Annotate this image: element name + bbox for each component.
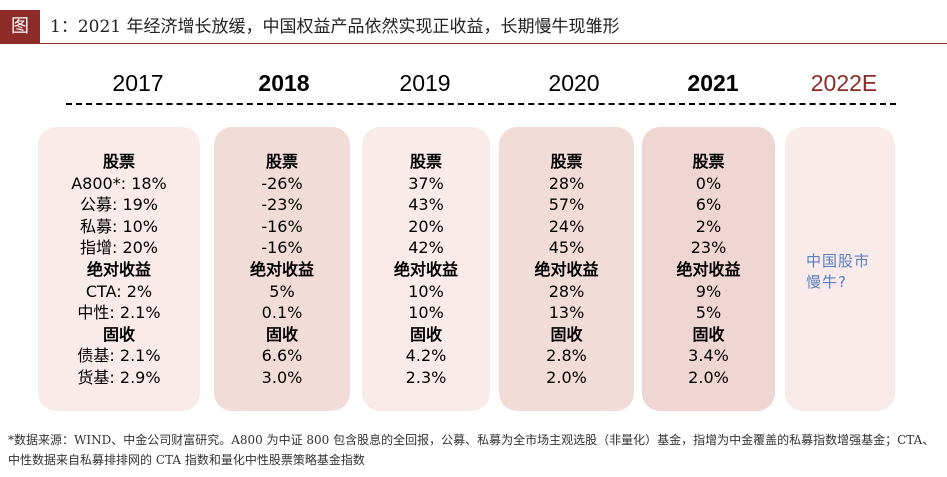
value-private-fund: 20% bbox=[408, 216, 444, 236]
value-money-fund: 2.0% bbox=[688, 367, 729, 387]
value-bond-fund: 2.8% bbox=[546, 346, 587, 366]
value-index-enhanced: 23% bbox=[690, 238, 727, 258]
section-stock-heading: 股票 bbox=[692, 152, 725, 171]
value-neutral: 5% bbox=[695, 303, 722, 323]
year-2019: 2019 bbox=[399, 70, 451, 96]
value-bond-fund: 6.6% bbox=[261, 346, 303, 366]
value-neutral: 13% bbox=[548, 303, 585, 323]
section-stock-heading: 股票 bbox=[409, 152, 442, 171]
value-bond-fund: 4.2% bbox=[405, 346, 447, 366]
year-2022e: 2022E bbox=[810, 70, 878, 96]
section-absolute-return-heading: 绝对收益 bbox=[249, 259, 314, 279]
value-bond-fund: 债基: 2.1% bbox=[77, 346, 161, 366]
year-2017: 2017 bbox=[112, 70, 164, 96]
value-index-enhanced: 指增: 20% bbox=[79, 238, 159, 258]
value-cta: 28% bbox=[548, 281, 585, 301]
section-absolute-return-heading: 绝对收益 bbox=[534, 259, 599, 279]
value-private-fund: 24% bbox=[548, 216, 585, 236]
value-neutral: 10% bbox=[408, 303, 444, 323]
value-index-enhanced: -16% bbox=[261, 238, 303, 258]
card-2017 bbox=[38, 127, 200, 411]
value-public-fund: 43% bbox=[408, 195, 444, 215]
value-a800: 0% bbox=[695, 173, 722, 193]
column-2018: 股票 -26% -23% -16% -16% 绝对收益 5% 0.1% 固收 6… bbox=[214, 151, 350, 389]
value-private-fund: -16% bbox=[261, 216, 303, 236]
section-stock-heading: 股票 bbox=[550, 152, 583, 171]
section-fixed-income-heading: 固收 bbox=[692, 324, 725, 344]
value-cta: 9% bbox=[695, 281, 722, 301]
value-neutral: 中性: 2.1% bbox=[77, 303, 161, 323]
column-2021: 股票 0% 6% 2% 23% 绝对收益 9% 5% 固收 3.4% 2.0% bbox=[642, 151, 775, 389]
section-absolute-return-heading: 绝对收益 bbox=[393, 259, 458, 279]
section-fixed-income-heading: 固收 bbox=[409, 324, 442, 344]
card-2019 bbox=[362, 127, 490, 411]
value-money-fund: 3.0% bbox=[261, 367, 303, 387]
header-rule bbox=[40, 43, 947, 44]
value-private-fund: 2% bbox=[695, 216, 722, 236]
value-cta: CTA: 2% bbox=[85, 281, 153, 301]
source-footnote: *数据来源：WIND、中金公司财富研究。A800 为中证 800 包含股息的全回… bbox=[8, 433, 935, 467]
value-money-fund: 2.0% bbox=[546, 367, 587, 387]
year-2020: 2020 bbox=[548, 70, 600, 96]
column-2017: 股票 A800*: 18% 公募: 19% 私募: 10% 指增: 20% 绝对… bbox=[38, 151, 200, 389]
column-2019: 股票 37% 43% 20% 42% 绝对收益 10% 10% 固收 4.2% … bbox=[362, 151, 490, 389]
value-bond-fund: 3.4% bbox=[688, 346, 729, 366]
figure-header: 图 1：2021 年经济增长放缓，中国权益产品依然实现正收益，长期慢牛现雏形 bbox=[0, 10, 947, 44]
timeline-dashed-line bbox=[66, 103, 896, 105]
value-a800: 37% bbox=[408, 173, 444, 193]
section-fixed-income-heading: 固收 bbox=[265, 324, 298, 344]
section-stock-heading: 股票 bbox=[102, 152, 135, 171]
value-private-fund: 私募: 10% bbox=[79, 216, 159, 236]
value-public-fund: -23% bbox=[261, 195, 303, 215]
section-absolute-return-heading: 绝对收益 bbox=[676, 259, 741, 279]
value-index-enhanced: 42% bbox=[408, 238, 444, 258]
value-public-fund: 6% bbox=[695, 195, 722, 215]
card-2020 bbox=[499, 127, 634, 411]
figure-tag: 图 bbox=[0, 10, 40, 44]
section-absolute-return-heading: 绝对收益 bbox=[86, 259, 151, 279]
card-2018 bbox=[214, 127, 350, 411]
value-a800: A800*: 18% bbox=[71, 173, 167, 193]
value-cta: 10% bbox=[408, 281, 444, 301]
column-2020: 股票 28% 57% 24% 45% 绝对收益 28% 13% 固收 2.8% … bbox=[499, 151, 634, 389]
year-2018: 2018 bbox=[258, 70, 310, 96]
forecast-note: 中国股市慢牛? bbox=[806, 252, 871, 291]
figure-title: 1：2021 年经济增长放缓，中国权益产品依然实现正收益，长期慢牛现雏形 bbox=[50, 17, 620, 37]
value-neutral: 0.1% bbox=[261, 303, 303, 323]
value-public-fund: 公募: 19% bbox=[79, 195, 159, 215]
section-fixed-income-heading: 固收 bbox=[550, 324, 583, 344]
value-money-fund: 2.3% bbox=[405, 367, 447, 387]
year-2021: 2021 bbox=[687, 70, 739, 96]
value-public-fund: 57% bbox=[548, 195, 585, 215]
section-fixed-income-heading: 固收 bbox=[102, 324, 135, 344]
value-a800: 28% bbox=[548, 173, 585, 193]
card-2022e bbox=[785, 127, 895, 411]
value-cta: 5% bbox=[269, 281, 295, 301]
section-stock-heading: 股票 bbox=[265, 152, 298, 171]
value-money-fund: 货基: 2.9% bbox=[77, 367, 161, 387]
value-a800: -26% bbox=[261, 173, 303, 193]
card-2021 bbox=[642, 127, 775, 411]
value-index-enhanced: 45% bbox=[548, 238, 585, 258]
